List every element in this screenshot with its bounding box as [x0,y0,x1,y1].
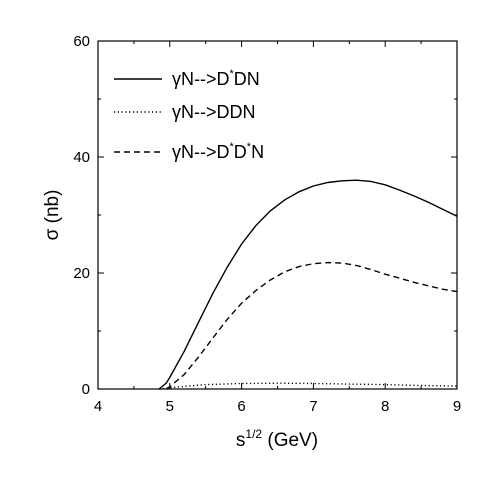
x-tick-label: 6 [237,398,245,415]
y-tick-label: 40 [73,149,90,166]
legend-label-3: γN-->D*​D*​N [172,141,264,162]
y-tick-label: 0 [82,381,90,398]
x-tick-label: 4 [94,398,102,415]
series-line-3 [165,261,458,390]
y-tick-label: 60 [73,33,90,50]
x-tick-label: 8 [381,398,389,415]
y-axis-label: σ (nb) [42,190,63,241]
series-line-2 [158,382,458,390]
series-line-1 [158,179,458,390]
x-tick-label: 5 [166,398,174,415]
legend-label-1: γN-->D*​DN [172,68,260,89]
y-tick-label: 20 [73,265,90,282]
plot-area-border [97,40,458,390]
legend-label-2: γN-->DDN [172,102,256,122]
x-tick-label: 9 [453,398,461,415]
x-axis-label: s1/2 (GeV) [236,427,318,451]
x-tick-label: 7 [309,398,317,415]
